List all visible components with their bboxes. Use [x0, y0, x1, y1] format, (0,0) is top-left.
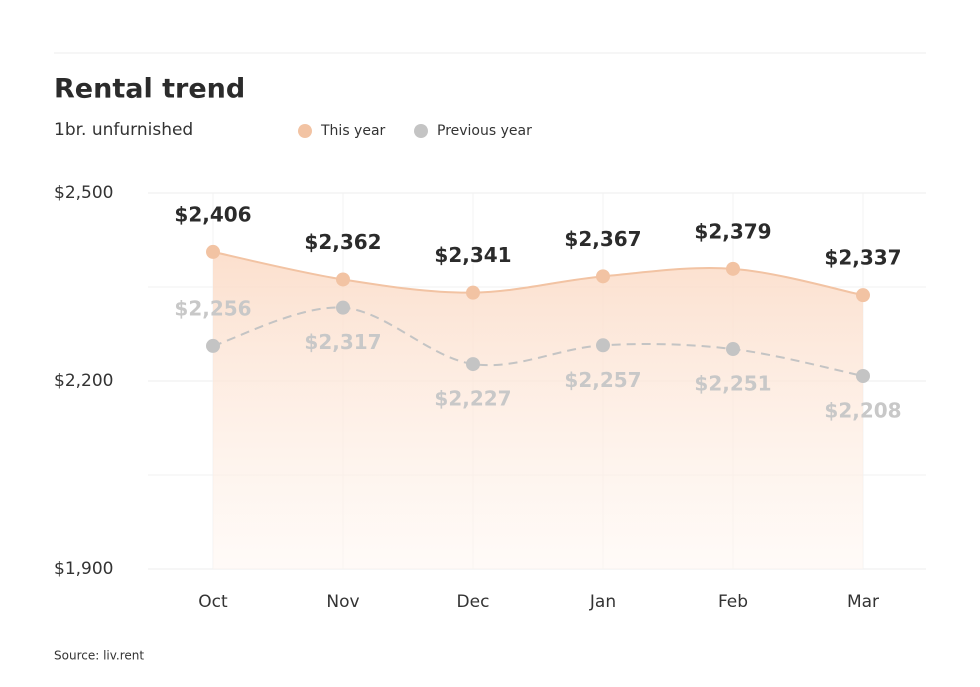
- x-tick-label: Nov: [326, 592, 359, 612]
- value-label: $2,367: [564, 227, 641, 251]
- source-note: Source: liv.rent: [54, 649, 144, 663]
- point: [206, 338, 220, 353]
- x-tick-label: Feb: [718, 592, 748, 612]
- y-tick-label: $2,200: [54, 371, 113, 391]
- value-label: $2,362: [304, 230, 381, 254]
- value-label: $2,317: [304, 330, 381, 354]
- point: [726, 261, 740, 276]
- point: [336, 272, 350, 287]
- point: [466, 285, 480, 300]
- point: [336, 300, 350, 315]
- value-label: $2,337: [824, 246, 901, 270]
- point: [596, 338, 610, 353]
- x-tick-label: Dec: [457, 592, 490, 612]
- point: [596, 269, 610, 284]
- legend-label: This year: [320, 123, 386, 139]
- value-label: $2,251: [694, 372, 771, 396]
- value-label: $2,406: [174, 202, 251, 226]
- value-label: $2,341: [434, 243, 511, 267]
- point: [726, 342, 740, 357]
- value-label: $2,227: [434, 387, 511, 411]
- value-label: $2,208: [824, 398, 901, 422]
- point: [856, 288, 870, 303]
- chart-subtitle: 1br. unfurnished: [54, 120, 193, 140]
- area: [213, 251, 863, 569]
- line: [212, 250, 864, 297]
- legend-marker: [298, 124, 312, 138]
- value-label: $2,256: [174, 296, 251, 320]
- y-tick-label: $2,500: [54, 183, 113, 203]
- line: [212, 306, 864, 377]
- point: [466, 357, 480, 372]
- x-tick-label: Mar: [847, 592, 879, 612]
- point: [206, 244, 220, 259]
- legend-marker: [414, 124, 428, 138]
- y-tick-label: $1,900: [54, 559, 113, 579]
- chart-title: Rental trend: [54, 74, 245, 105]
- x-tick-label: Oct: [198, 592, 228, 612]
- x-tick-label: Jan: [589, 592, 616, 612]
- value-label: $2,257: [564, 368, 641, 392]
- value-label: $2,379: [694, 219, 771, 243]
- legend-label: Previous year: [437, 123, 532, 139]
- point: [856, 368, 870, 383]
